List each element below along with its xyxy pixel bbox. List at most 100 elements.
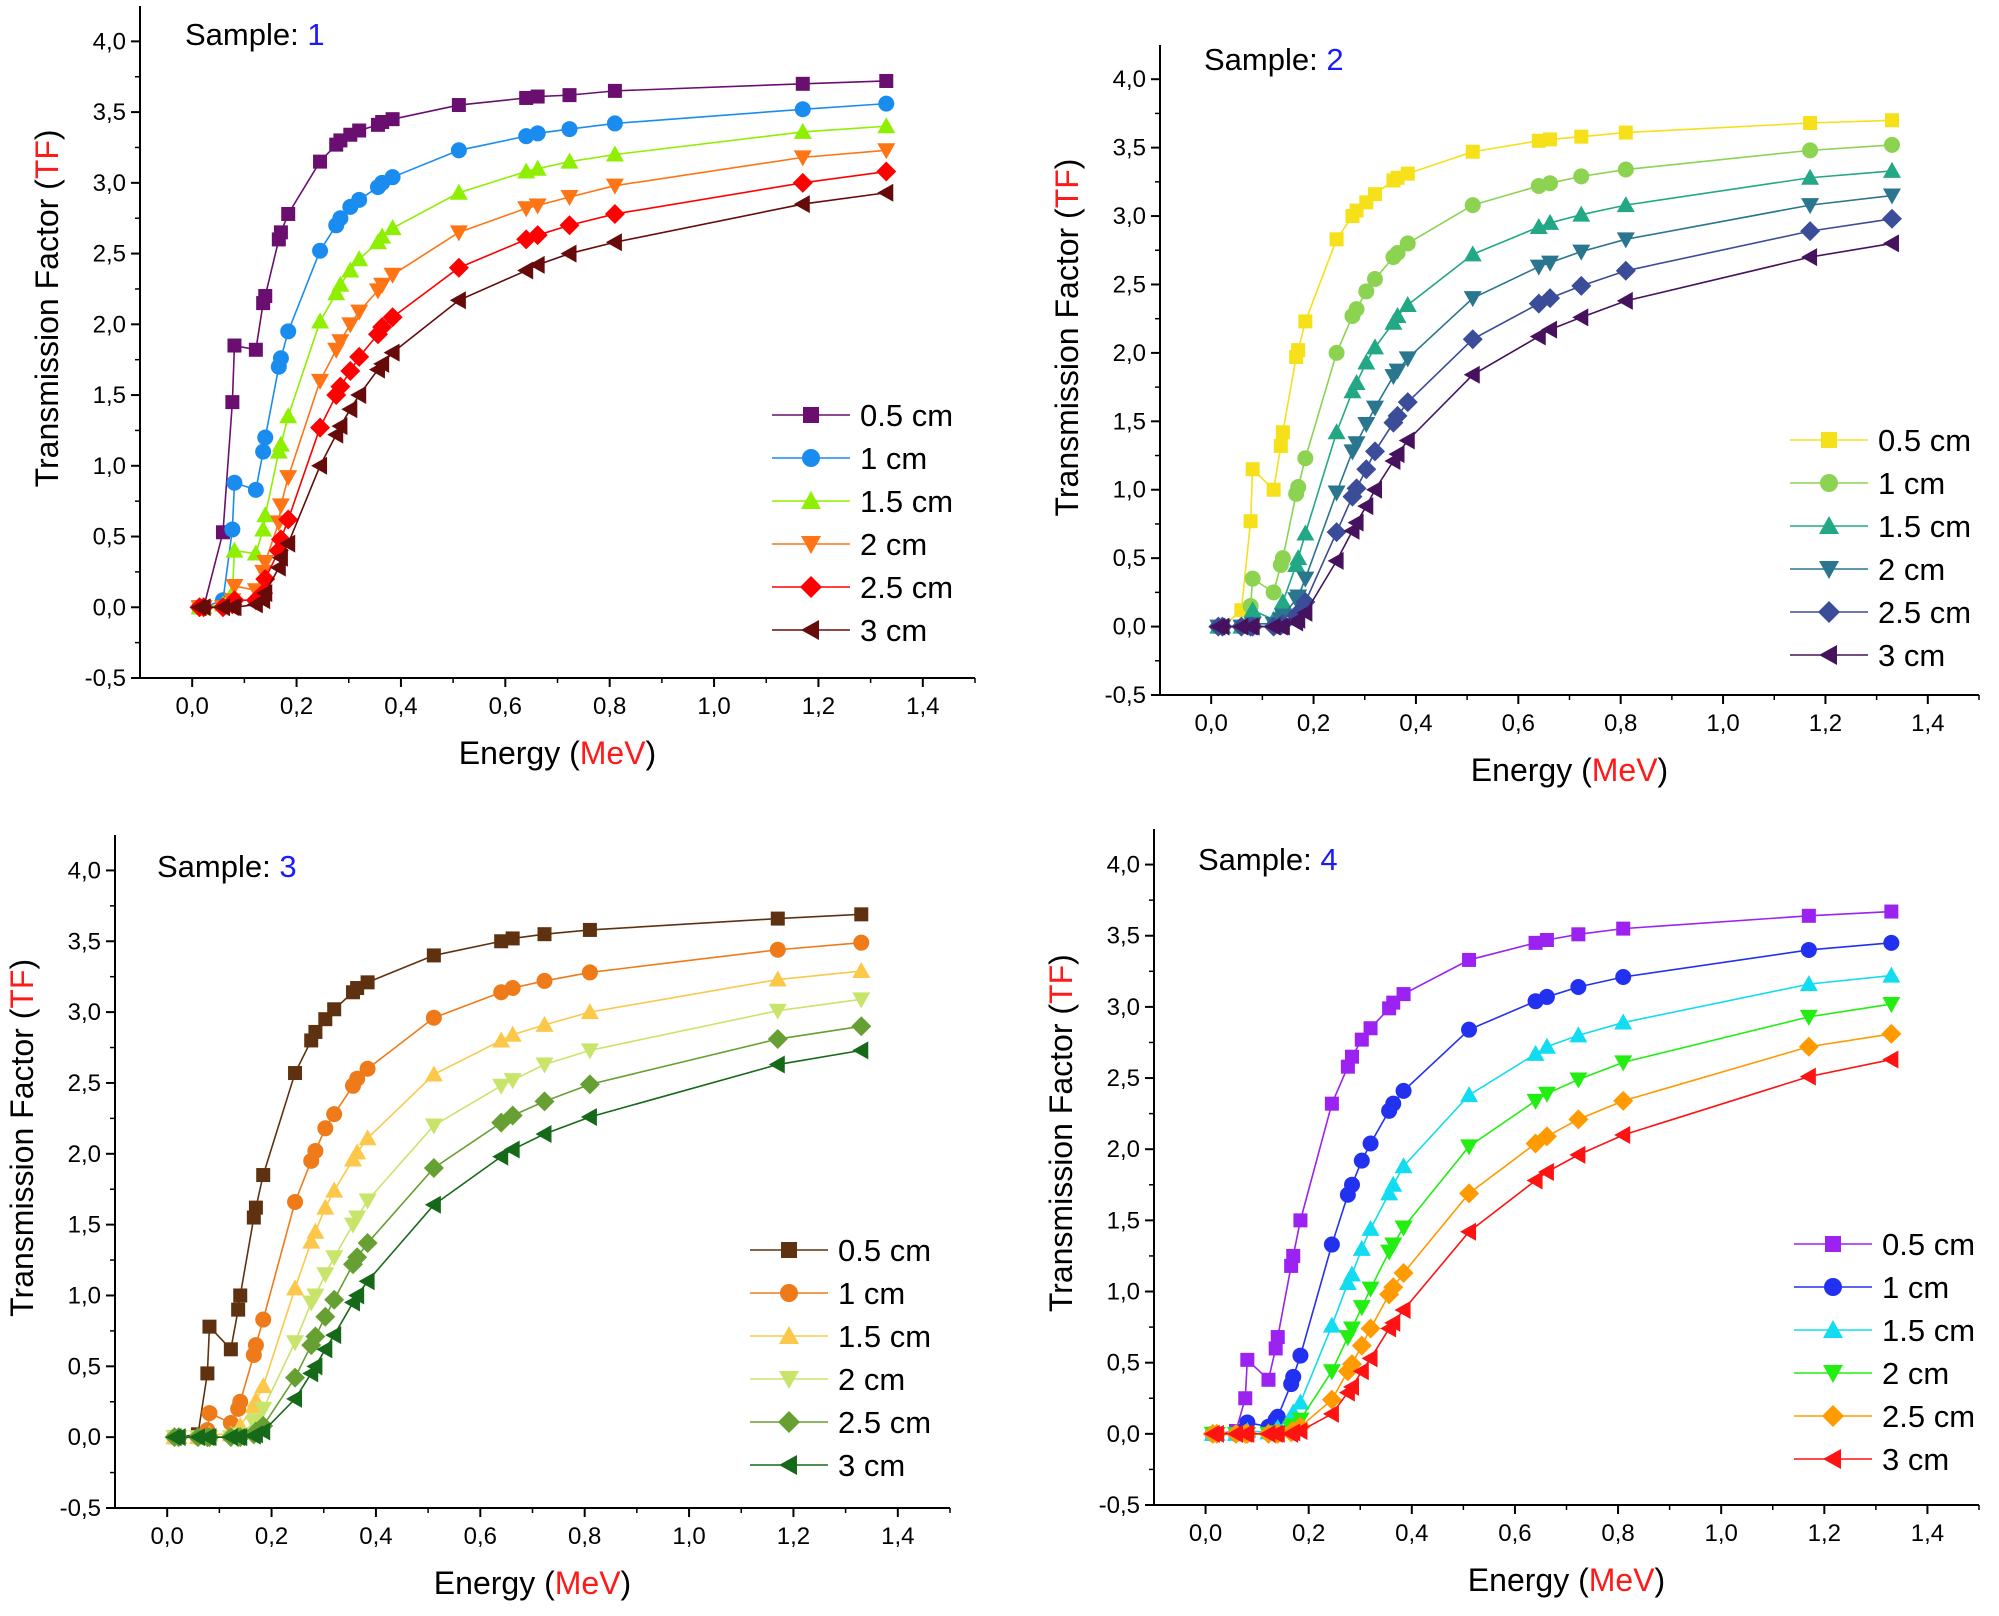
x-axis-label: Energy (MeV) bbox=[1468, 1562, 1665, 1598]
data-point bbox=[327, 1002, 342, 1017]
data-point bbox=[1465, 144, 1480, 159]
data-point bbox=[605, 145, 624, 162]
data-point bbox=[1801, 248, 1818, 267]
x-tick-label: 0,4 bbox=[384, 693, 417, 720]
data-point bbox=[851, 1016, 872, 1037]
data-point bbox=[1292, 1347, 1309, 1364]
panel-title-sample-number: 3 bbox=[279, 849, 296, 884]
legend-item: 1 cm bbox=[750, 1276, 905, 1311]
data-point bbox=[1464, 197, 1481, 214]
panel-title: Sample: 4 bbox=[1198, 842, 1338, 877]
y-axis-label-unit: TF bbox=[4, 970, 40, 1009]
x-tick-label: 0,4 bbox=[1395, 1520, 1428, 1547]
data-point bbox=[1352, 1239, 1371, 1256]
y-axis-label-text: Transmission Factor ( bbox=[29, 179, 65, 488]
data-point bbox=[1361, 1219, 1380, 1236]
data-point bbox=[503, 1025, 522, 1042]
data-point bbox=[1396, 987, 1411, 1002]
data-point bbox=[1347, 436, 1366, 453]
data-point bbox=[1268, 1341, 1283, 1356]
y-axis-label-unit: TF bbox=[29, 140, 65, 179]
legend-label: 3 cm bbox=[860, 613, 927, 648]
y-tick-label: 3,5 bbox=[1107, 923, 1140, 950]
data-point bbox=[1569, 1072, 1588, 1089]
data-point bbox=[1284, 1423, 1301, 1442]
data-point bbox=[852, 962, 871, 979]
data-point bbox=[1322, 1364, 1341, 1381]
data-point bbox=[1361, 1349, 1378, 1368]
data-point bbox=[1884, 904, 1899, 919]
data-point bbox=[426, 948, 441, 963]
data-point bbox=[231, 1428, 248, 1447]
series-line bbox=[199, 125, 887, 609]
data-point bbox=[1568, 1109, 1589, 1130]
data-point bbox=[1207, 1424, 1224, 1443]
data-point bbox=[308, 1024, 323, 1039]
data-point bbox=[313, 154, 328, 169]
panel-title-sample-number: 1 bbox=[307, 17, 324, 52]
data-point bbox=[561, 121, 578, 138]
legend-label: 2 cm bbox=[838, 1362, 905, 1397]
data-point bbox=[1296, 603, 1313, 622]
data-point bbox=[528, 255, 545, 274]
chart-panel-sample-2: 0,0 0,2 0,4 0,6 0,8 1,0 1,2 1,4 -0,5 0,0 0,5 1,0 1,5… bbox=[1049, 42, 1980, 788]
data-point bbox=[517, 261, 534, 280]
x-tick-label: 0,2 bbox=[1292, 1520, 1325, 1547]
data-point bbox=[580, 1107, 597, 1126]
legend-label: 0.5 cm bbox=[1882, 1227, 1975, 1262]
y-tick-label: 0,0 bbox=[68, 1424, 101, 1451]
data-point bbox=[492, 1078, 511, 1095]
series-line bbox=[1218, 170, 1893, 628]
data-point bbox=[1322, 1316, 1341, 1333]
data-point bbox=[1528, 935, 1543, 950]
data-point bbox=[1394, 1220, 1413, 1237]
data-point bbox=[794, 101, 811, 118]
data-point bbox=[1269, 1408, 1286, 1425]
data-point bbox=[1327, 551, 1344, 570]
series-line bbox=[1212, 1033, 1892, 1435]
data-point bbox=[793, 122, 812, 139]
data-point bbox=[1238, 1391, 1253, 1406]
data-point bbox=[1570, 978, 1587, 995]
y-tick-label: 2,0 bbox=[1113, 340, 1146, 367]
data-point bbox=[1343, 1377, 1359, 1396]
x-tick-label: 1,0 bbox=[1706, 710, 1739, 737]
data-point bbox=[1526, 1171, 1543, 1190]
data-point bbox=[385, 112, 400, 127]
legend-item: 1.5 cm bbox=[1794, 1313, 1975, 1348]
y-tick-label: -0,5 bbox=[1099, 1492, 1140, 1519]
data-point bbox=[1571, 275, 1592, 296]
series-line bbox=[1212, 1058, 1892, 1435]
data-point bbox=[373, 227, 392, 244]
data-point bbox=[1539, 933, 1554, 948]
legend-item: 1.5 cm bbox=[1790, 509, 1971, 544]
x-axis-label-text: ) bbox=[646, 735, 657, 771]
data-point bbox=[1537, 1037, 1556, 1054]
data-point bbox=[286, 1279, 305, 1296]
data-point bbox=[1614, 1055, 1633, 1072]
x-tick-label: 0,0 bbox=[1195, 710, 1228, 737]
data-point bbox=[231, 1302, 246, 1317]
data-point bbox=[424, 1118, 443, 1135]
series-line bbox=[199, 191, 887, 609]
data-point bbox=[605, 233, 622, 252]
data-point bbox=[316, 1198, 335, 1215]
data-point bbox=[1364, 441, 1385, 462]
data-point bbox=[1296, 524, 1315, 541]
data-point bbox=[256, 584, 273, 603]
data-point bbox=[1286, 1248, 1301, 1263]
data-point bbox=[1365, 400, 1384, 417]
legend-marker bbox=[1823, 1365, 1843, 1383]
x-axis-label-text: ) bbox=[1655, 1562, 1666, 1598]
data-point bbox=[1270, 1330, 1285, 1345]
series-3-cm bbox=[1209, 234, 1899, 636]
legend-item: 1 cm bbox=[1790, 466, 1945, 501]
data-point bbox=[492, 1147, 509, 1166]
data-point bbox=[503, 1140, 520, 1159]
data-point bbox=[256, 1168, 271, 1183]
legend-marker bbox=[779, 1371, 799, 1389]
series-2-5-cm bbox=[1202, 1023, 1902, 1444]
data-point bbox=[286, 1335, 305, 1352]
y-tick-label: 0,0 bbox=[1107, 1421, 1140, 1448]
data-point bbox=[1462, 952, 1477, 967]
